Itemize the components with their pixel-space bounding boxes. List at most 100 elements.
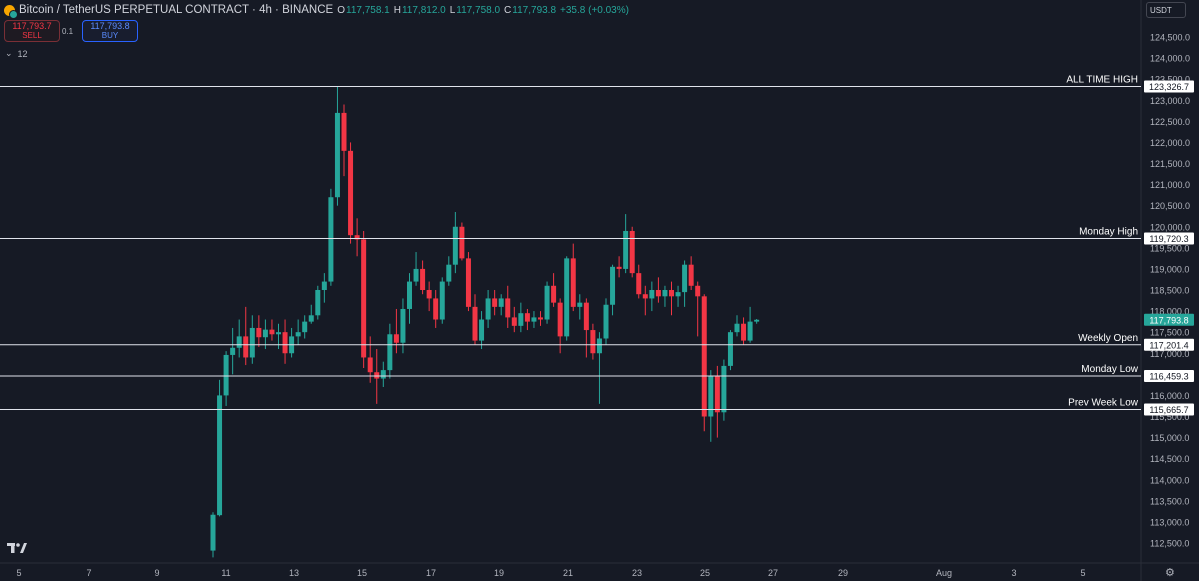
candle-body	[747, 321, 753, 341]
candle-body	[721, 365, 727, 413]
candle-body	[341, 112, 347, 151]
candle-body	[642, 294, 648, 299]
candle-body	[367, 357, 373, 373]
low-value: 117,758.0	[456, 4, 501, 16]
candle-body	[315, 290, 321, 316]
candle-body	[629, 230, 635, 274]
candle-body	[518, 313, 524, 326]
x-tick-label: 17	[426, 568, 436, 578]
level-price-tag	[1144, 370, 1194, 383]
y-tick-label: 121,000.0	[1150, 180, 1190, 190]
candle-body	[446, 264, 452, 282]
y-tick-label: 122,500.0	[1150, 117, 1190, 127]
bitcoin-logo-icon	[4, 4, 18, 19]
candle-body	[662, 290, 668, 297]
candle-body	[583, 302, 589, 331]
y-tick-label: 124,000.0	[1150, 54, 1190, 64]
x-tick-label: 3	[1011, 568, 1016, 578]
candle-body	[590, 330, 596, 354]
candle-body	[623, 230, 629, 269]
candle-body	[714, 376, 720, 413]
x-tick-label: 15	[357, 568, 367, 578]
indicators-toggle[interactable]: ⌄ 12	[5, 48, 28, 59]
y-tick-label: 120,500.0	[1150, 201, 1190, 211]
candle-body	[295, 332, 301, 337]
candle-body	[538, 317, 543, 320]
candle-body	[249, 327, 255, 358]
candle-body	[741, 323, 747, 341]
y-tick-label: 114,500.0	[1150, 454, 1189, 464]
level-name: Prev Week Low	[1068, 398, 1139, 409]
candle-body	[420, 268, 426, 290]
candle-body	[236, 336, 242, 348]
candle-body	[564, 258, 570, 337]
gear-icon[interactable]: ⚙	[1165, 567, 1175, 579]
candle-body	[498, 298, 504, 307]
candle-body	[439, 281, 445, 320]
spread-value: 0.1	[62, 27, 74, 36]
candle-body	[282, 332, 288, 354]
level-name: Monday High	[1079, 227, 1138, 238]
y-tick-label: 123,500.0	[1150, 75, 1190, 85]
candle-body	[570, 258, 576, 307]
candle-body	[754, 319, 760, 322]
sell-price: 117,793.7	[12, 21, 52, 31]
currency-selector[interactable]: USDT	[1146, 2, 1186, 18]
y-tick-label: 115,000.0	[1150, 433, 1189, 443]
candle-body	[655, 290, 661, 297]
y-tick-label: 117,000.0	[1150, 349, 1189, 359]
candle-body	[485, 298, 491, 320]
candle-body	[551, 285, 557, 303]
x-tick-label: 25	[700, 568, 710, 578]
level-price-label: 123,326.7	[1149, 82, 1189, 92]
candle-body	[400, 308, 406, 343]
candle-body	[649, 290, 655, 299]
candle-body	[505, 298, 511, 318]
y-tick-label: 119,000.0	[1150, 264, 1189, 274]
last-price-tag	[1144, 313, 1194, 326]
level-price-tag	[1144, 232, 1194, 245]
sell-label: SELL	[22, 31, 42, 40]
sell-button[interactable]: 117,793.7 SELL	[4, 20, 60, 42]
y-tick-label: 112,500.0	[1150, 539, 1189, 549]
candle-body	[223, 354, 229, 396]
candle-body	[230, 347, 236, 355]
candle-body	[413, 268, 419, 282]
buy-label: BUY	[101, 31, 119, 40]
candle-body	[682, 264, 688, 293]
candle-body	[334, 112, 340, 198]
candle-body	[302, 321, 308, 333]
candle-body	[596, 338, 602, 354]
candle-body	[734, 323, 740, 333]
candle-body	[269, 329, 275, 335]
buy-button[interactable]: 117,793.8 BUY	[82, 20, 138, 42]
candle-body	[701, 296, 707, 417]
x-tick-label: 21	[563, 568, 573, 578]
y-tick-label: 115,500.0	[1150, 412, 1189, 422]
x-tick-label: 29	[838, 568, 848, 578]
y-tick-label: 117,500.0	[1150, 328, 1189, 338]
level-price-tag	[1144, 338, 1194, 351]
x-tick-label: 27	[768, 568, 778, 578]
level-name: ALL TIME HIGH	[1066, 74, 1138, 85]
candle-body	[210, 514, 216, 551]
x-tick-label: 7	[86, 568, 91, 578]
tradingview-logo-icon[interactable]	[7, 541, 27, 555]
x-tick-label: Aug	[936, 568, 952, 578]
candle-body	[472, 306, 478, 341]
x-tick-label: 11	[221, 568, 230, 578]
y-tick-label: 120,000.0	[1150, 222, 1190, 232]
chart-header: Bitcoin / TetherUS PERPETUAL CONTRACT · …	[4, 3, 632, 19]
candle-body	[308, 315, 314, 322]
candle-body	[452, 226, 458, 265]
y-tick-label: 123,000.0	[1150, 96, 1190, 106]
candle-body	[361, 239, 367, 358]
candle-body	[695, 285, 701, 297]
symbol-title[interactable]: Bitcoin / TetherUS PERPETUAL CONTRACT · …	[19, 4, 334, 16]
candle-body	[669, 290, 674, 297]
candle-body	[426, 290, 432, 299]
candle-body	[374, 372, 380, 379]
y-tick-label: 113,000.0	[1150, 517, 1189, 527]
candle-body	[479, 319, 485, 341]
